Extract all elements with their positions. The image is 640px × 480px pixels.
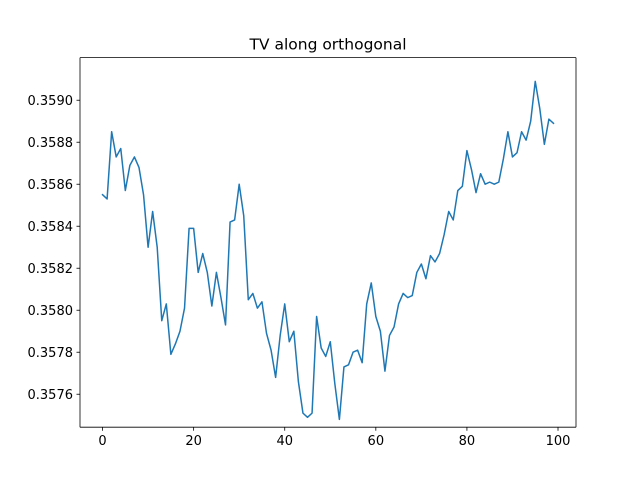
x-tick-label: 20 [185,434,202,449]
series-line [101,80,555,421]
x-axis: 0 20 40 60 80 100 [98,427,570,449]
y-tick-label: 0.3584 [28,220,74,235]
x-tick-label: 0 [98,434,106,449]
y-tick-label: 0.3576 [28,388,74,403]
plot-area [80,57,576,428]
x-tick-label: 40 [276,434,293,449]
y-tick-label: 0.3582 [28,262,74,277]
series-layer [101,80,555,421]
x-tick-label: 60 [368,434,385,449]
y-axis: 0.3576 0.3578 0.3580 0.3582 0.3584 0.3586 0.35… [28,94,80,403]
x-tick-label: 80 [459,434,476,449]
axes-frame [79,57,577,428]
y-tick-label: 0.3590 [28,94,74,109]
y-tick-label: 0.3578 [28,346,74,361]
x-tick-label: 100 [546,434,571,449]
y-tick-label: 0.3580 [28,304,74,319]
y-tick-label: 0.3586 [28,178,74,193]
y-tick-label: 0.3588 [28,136,74,151]
chart-title: TV along orthogonal [248,36,406,54]
